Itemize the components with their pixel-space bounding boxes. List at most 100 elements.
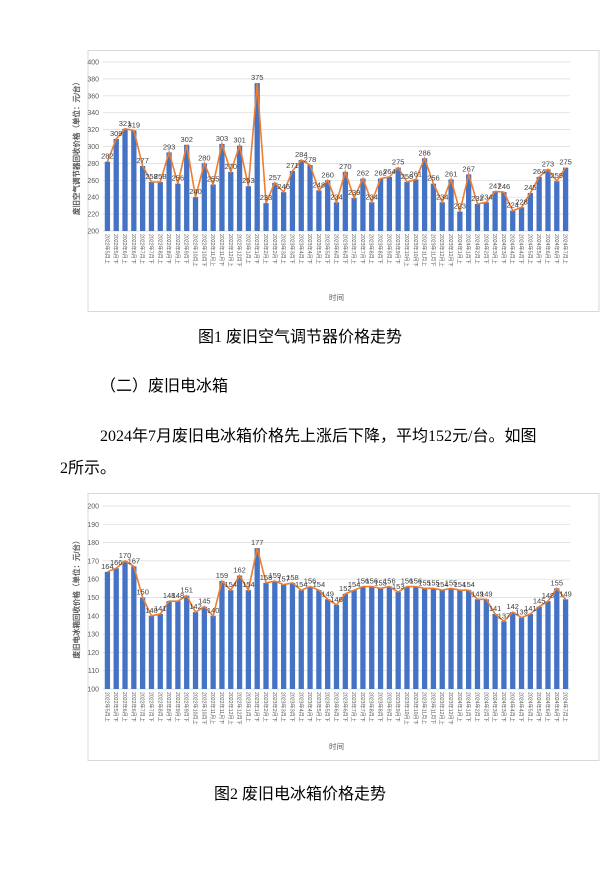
- x-tick-label: 2022年11月上: [209, 234, 217, 267]
- bar: [430, 183, 437, 231]
- value-label: 375: [251, 73, 264, 82]
- x-tick-label: 2024年7月上: [562, 234, 570, 264]
- bar: [236, 145, 243, 231]
- value-label: 149: [471, 589, 484, 598]
- x-tick-label: 2024年6月下: [553, 234, 561, 264]
- y-tick-label: 190: [87, 522, 99, 529]
- x-tick-label: 2024年6月上: [544, 234, 552, 264]
- bar: [316, 190, 322, 231]
- x-tick-label: 2023年1月下: [253, 234, 261, 264]
- bar: [360, 586, 366, 689]
- value-label: 167: [128, 556, 141, 565]
- value-label: 151: [180, 586, 193, 595]
- value-label: 153: [392, 582, 405, 591]
- x-tick-label: 2024年5月下: [535, 234, 543, 264]
- x-tick-label: 2022年9月下: [183, 234, 191, 264]
- x-tick-label: 2023年8月上: [368, 234, 376, 264]
- value-label: 282: [101, 152, 114, 161]
- value-label: 234: [480, 192, 493, 201]
- y-tick-label: 360: [87, 93, 99, 100]
- x-tick-label: 2022年12月下: [236, 692, 244, 725]
- bar: [131, 566, 137, 689]
- x-tick-label: 2023年1月下: [253, 692, 261, 722]
- value-label: 262: [357, 169, 370, 178]
- bar: [333, 202, 340, 231]
- bar: [140, 165, 146, 231]
- bar: [184, 595, 190, 689]
- value-label: 154: [348, 580, 361, 589]
- x-tick-label: 2024年1月上: [456, 692, 464, 722]
- x-tick-label: 2022年12月上: [227, 692, 235, 725]
- x-tick-label: 2023年7月下: [359, 234, 367, 264]
- value-label: 223: [454, 202, 467, 211]
- bar: [113, 138, 119, 231]
- bar: [404, 586, 410, 689]
- value-label: 247: [489, 181, 502, 190]
- bar: [395, 592, 401, 689]
- x-tick-label: 2023年4月下: [306, 692, 314, 722]
- x-tick-label: 2023年5月下: [324, 692, 332, 722]
- y-tick-label: 180: [87, 540, 99, 547]
- value-label: 246: [498, 182, 511, 191]
- value-label: 170: [119, 551, 132, 560]
- x-tick-label: 2022年5月上: [103, 692, 111, 722]
- value-label: 284: [295, 150, 308, 159]
- value-label: 273: [542, 159, 555, 168]
- bar: [175, 183, 181, 231]
- value-label: 258: [401, 172, 414, 181]
- value-label: 146: [330, 595, 343, 604]
- x-tick-label: 2022年11月上: [209, 692, 217, 725]
- y-tick-label: 110: [88, 668, 99, 675]
- y-tick-label: 340: [87, 110, 99, 117]
- x-tick-label: 2022年9月上: [174, 234, 182, 264]
- bar: [228, 171, 234, 231]
- x-tick-label: 2024年1月上: [456, 234, 464, 264]
- x-tick-label: 2023年11月上: [421, 234, 429, 267]
- value-label: 224: [506, 201, 519, 210]
- bar: [527, 613, 533, 689]
- x-tick-label: 2022年11月下: [218, 234, 226, 267]
- bar: [157, 613, 163, 689]
- value-label: 264: [383, 167, 396, 176]
- x-tick-label: 2022年12月上: [227, 234, 235, 267]
- x-tick-label: 2022年8月下: [165, 692, 173, 722]
- x-tick-label: 2023年11月上: [421, 692, 429, 725]
- value-label: 259: [551, 171, 564, 180]
- value-label: 156: [304, 577, 317, 586]
- bar: [483, 202, 489, 231]
- bar: [474, 599, 481, 689]
- y-tick-label: 160: [87, 577, 99, 584]
- bar: [140, 597, 146, 689]
- value-label: 140: [145, 606, 158, 615]
- value-label: 261: [410, 169, 423, 178]
- x-tick-label: 2022年6月下: [130, 692, 138, 722]
- value-label: 141: [154, 604, 167, 613]
- value-label: 277: [136, 156, 149, 165]
- bar: [377, 588, 384, 689]
- value-label: 145: [533, 597, 546, 606]
- value-label: 155: [445, 578, 458, 587]
- y-tick-label: 140: [87, 613, 99, 620]
- value-label: 140: [207, 606, 220, 615]
- bar: [192, 197, 199, 231]
- x-tick-label: 2023年2月上: [262, 234, 270, 264]
- x-tick-label: 2023年7月下: [359, 692, 367, 722]
- value-label: 258: [154, 172, 167, 181]
- x-tick-label: 2023年3月下: [288, 234, 296, 264]
- x-tick-label: 2022年10月下: [200, 234, 208, 267]
- y-tick-label: 280: [87, 161, 99, 168]
- x-tick-label: 2023年11月下: [429, 234, 437, 267]
- x-tick-label: 2023年9月上: [385, 692, 393, 722]
- x-tick-label: 2024年4月下: [518, 234, 526, 264]
- value-label: 228: [515, 197, 528, 206]
- value-label: 142: [189, 602, 202, 611]
- value-label: 149: [559, 589, 572, 598]
- bar: [510, 612, 516, 689]
- value-label: 303: [216, 134, 229, 143]
- x-tick-label: 2022年5月上: [103, 234, 111, 264]
- value-label: 275: [392, 158, 405, 167]
- x-tick-label: 2024年3月上: [491, 692, 499, 722]
- value-label: 156: [365, 577, 378, 586]
- value-label: 286: [418, 148, 431, 157]
